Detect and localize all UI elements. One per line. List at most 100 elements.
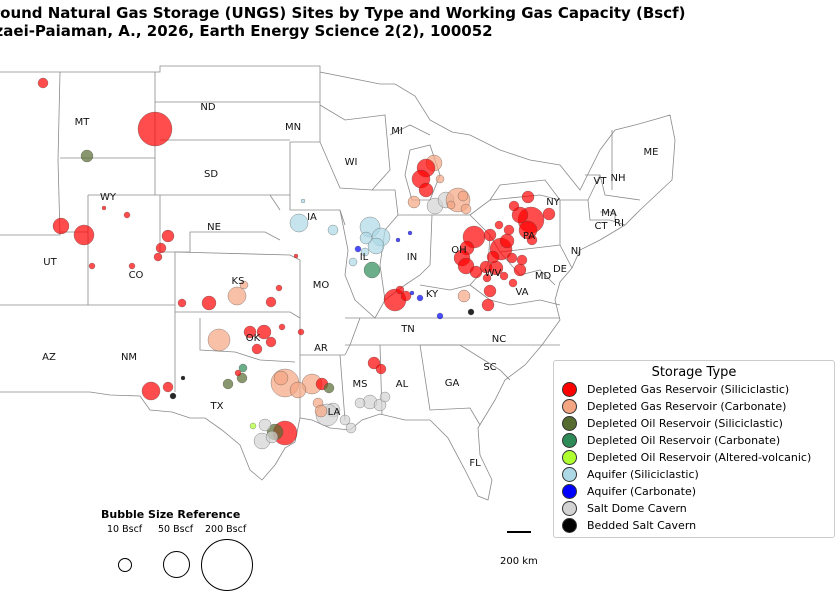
storage-site-bubble xyxy=(435,174,445,184)
bubble-size-reference: Bubble Size Reference 10 Bscf 50 Bscf 20… xyxy=(95,508,265,598)
storage-site-bubble xyxy=(360,247,370,257)
state-label-ut: UT xyxy=(43,257,57,268)
storage-site-bubble xyxy=(354,245,362,253)
storage-site-bubble xyxy=(162,381,174,393)
storage-site-bubble xyxy=(457,289,471,303)
state-label-tx: TX xyxy=(210,401,224,412)
storage-site-bubble xyxy=(486,250,500,264)
legend-swatch xyxy=(562,467,577,482)
storage-site-bubble xyxy=(526,234,538,246)
state-label-mo: MO xyxy=(313,280,330,291)
legend-swatch xyxy=(562,501,577,516)
storage-site-bubble xyxy=(327,224,339,236)
state-label-ri: RI xyxy=(614,218,624,229)
legend-label: Depleted Oil Reservoir (Altered-volcanic… xyxy=(587,451,812,464)
storage-site-bubble xyxy=(161,229,175,243)
storage-site-bubble xyxy=(494,220,504,230)
storage-site-bubble xyxy=(314,404,328,418)
storage-site-bubble xyxy=(180,375,186,381)
state-label-va: VA xyxy=(515,287,528,298)
storage-site-bubble xyxy=(469,265,483,279)
state-label-vt: VT xyxy=(594,176,608,187)
state-label-sc: SC xyxy=(483,362,496,373)
storage-site-bubble xyxy=(289,213,309,233)
storage-site-bubble xyxy=(278,323,286,331)
storage-site-bubble xyxy=(128,262,136,270)
storage-site-bubble xyxy=(367,237,385,255)
storage-site-bubble xyxy=(503,224,515,236)
storage-site-bubble xyxy=(339,414,351,426)
storage-site-bubble xyxy=(289,381,307,399)
state-label-me: ME xyxy=(644,147,659,158)
storage-site-bubble xyxy=(395,285,405,295)
state-label-ga: GA xyxy=(445,378,460,389)
storage-site-bubble xyxy=(407,195,421,209)
scale-bar xyxy=(507,531,531,533)
storage-site-bubble xyxy=(293,253,299,259)
state-label-az: AZ xyxy=(42,352,56,363)
state-label-ar: AR xyxy=(314,343,328,354)
storage-site-bubble xyxy=(457,190,469,202)
bubble-ref-circle-small xyxy=(118,558,132,572)
storage-site-bubble xyxy=(354,397,366,409)
storage-site-bubble xyxy=(234,369,242,377)
legend-item: Aquifer (Siliciclastic) xyxy=(562,466,699,483)
legend-swatch xyxy=(562,382,577,397)
state-label-oh: OH xyxy=(451,245,466,256)
storage-site-bubble xyxy=(521,190,535,204)
state-label-ne: NE xyxy=(207,222,221,233)
storage-site-bubble xyxy=(457,257,475,275)
storage-site-bubble xyxy=(37,77,49,89)
state-label-nm: NM xyxy=(121,352,137,363)
storage-site-bubbles xyxy=(37,77,556,450)
storage-site-bubble xyxy=(239,280,249,290)
state-label-mt: MT xyxy=(75,117,91,128)
storage-type-legend: Storage Type Depleted Gas Reservoir (Sil… xyxy=(553,360,835,538)
state-label-ia: IA xyxy=(307,212,317,223)
state-label-il: IL xyxy=(360,252,369,263)
state-label-ks: KS xyxy=(232,276,245,287)
legend-item: Depleted Gas Reservoir (Carbonate) xyxy=(562,398,786,415)
bubble-ref-label: 200 Bscf xyxy=(205,524,247,535)
storage-site-bubble xyxy=(508,278,518,288)
storage-site-bubble xyxy=(80,149,94,163)
state-label-mn: MN xyxy=(285,122,301,133)
storage-site-bubble xyxy=(300,198,306,204)
storage-site-bubble xyxy=(416,294,424,302)
legend-item: Depleted Oil Reservoir (Siliciclastic) xyxy=(562,415,783,432)
legend-label: Bedded Salt Cavern xyxy=(587,519,697,532)
storage-site-bubble xyxy=(363,261,381,279)
legend-label: Depleted Gas Reservoir (Carbonate) xyxy=(587,400,787,413)
state-label-wi: WI xyxy=(345,157,358,168)
state-label-mi: MI xyxy=(391,126,403,137)
storage-site-bubble xyxy=(418,182,434,198)
storage-site-bubble xyxy=(88,262,96,270)
storage-site-bubble xyxy=(297,328,305,336)
storage-site-bubble xyxy=(101,205,107,211)
state-label-la: LA xyxy=(328,407,341,418)
storage-site-bubble xyxy=(499,271,509,281)
storage-site-bubble xyxy=(345,422,357,434)
storage-site-bubble xyxy=(238,363,248,373)
storage-site-bubble xyxy=(483,284,497,298)
storage-site-bubble xyxy=(506,252,518,264)
state-label-md: MD xyxy=(535,271,552,282)
legend-swatch xyxy=(562,416,577,431)
storage-site-bubble xyxy=(123,211,131,219)
storage-site-bubble xyxy=(460,203,472,215)
title-line-2: irzaei-Paiaman, A., 2026, Earth Energy S… xyxy=(0,22,493,40)
storage-site-bubble xyxy=(499,233,515,249)
state-label-nh: NH xyxy=(611,173,626,184)
storage-site-bubble xyxy=(373,398,387,412)
state-label-ky: KY xyxy=(426,289,439,300)
legend-swatch xyxy=(562,518,577,533)
storage-site-bubble xyxy=(379,391,391,403)
bubble-ref-circle-medium xyxy=(163,551,190,578)
state-label-sd: SD xyxy=(204,169,218,180)
storage-site-bubble xyxy=(265,336,277,348)
storage-site-bubble xyxy=(446,200,456,210)
state-label-wv: WV xyxy=(485,268,502,279)
title-line-1: ground Natural Gas Storage (UNGS) Sites … xyxy=(0,4,686,22)
